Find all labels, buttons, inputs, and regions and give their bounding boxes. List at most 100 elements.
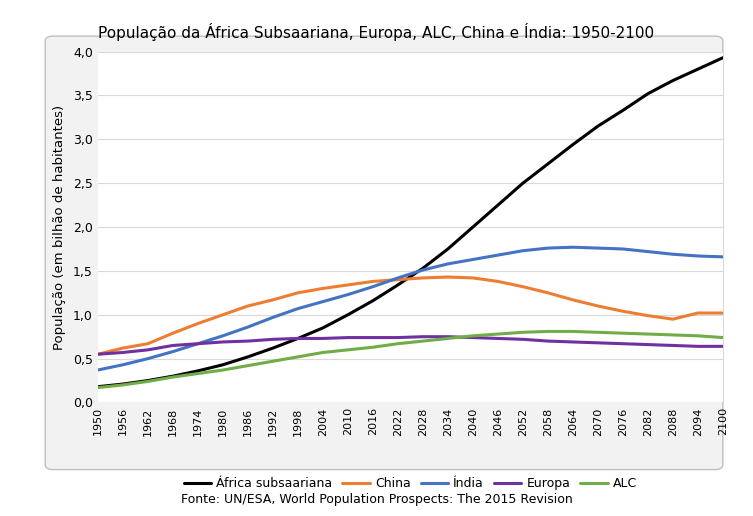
ALC bbox=[444, 335, 453, 342]
Índia bbox=[569, 244, 578, 250]
China bbox=[319, 285, 328, 292]
África subsaariana bbox=[694, 66, 703, 72]
China bbox=[718, 310, 727, 316]
Europa bbox=[444, 334, 453, 340]
Europa bbox=[618, 341, 627, 347]
ALC bbox=[694, 333, 703, 339]
África subsaariana bbox=[194, 368, 203, 374]
Europa bbox=[468, 334, 477, 341]
ALC bbox=[118, 382, 127, 388]
África subsaariana bbox=[718, 55, 727, 61]
África subsaariana bbox=[569, 141, 578, 148]
Europa bbox=[268, 336, 277, 343]
Europa bbox=[544, 338, 553, 344]
Europa bbox=[118, 349, 127, 356]
África subsaariana bbox=[493, 202, 502, 208]
China bbox=[643, 313, 652, 319]
China bbox=[169, 330, 178, 336]
África subsaariana bbox=[143, 378, 152, 384]
Índia bbox=[618, 246, 627, 252]
Índia bbox=[194, 341, 203, 347]
China bbox=[194, 320, 203, 327]
China bbox=[343, 282, 352, 288]
China bbox=[518, 284, 527, 290]
Europa bbox=[393, 334, 402, 341]
Índia bbox=[593, 245, 602, 251]
Europa bbox=[294, 335, 303, 342]
ALC bbox=[368, 344, 377, 350]
Europa bbox=[569, 339, 578, 345]
ALC bbox=[643, 331, 652, 337]
Índia bbox=[169, 348, 178, 354]
ALC bbox=[243, 363, 252, 369]
Índia bbox=[518, 248, 527, 254]
ALC bbox=[393, 341, 402, 347]
ALC bbox=[194, 370, 203, 377]
Text: Fonte: UN/ESA, World Population Prospects: The 2015 Revision: Fonte: UN/ESA, World Population Prospect… bbox=[181, 493, 572, 506]
China bbox=[294, 289, 303, 296]
ALC bbox=[669, 332, 678, 338]
China bbox=[593, 303, 602, 309]
África subsaariana bbox=[343, 312, 352, 318]
Legend: África subsaariana, China, Índia, Europa, ALC: África subsaariana, China, Índia, Europa… bbox=[178, 472, 642, 495]
África subsaariana bbox=[444, 246, 453, 252]
Índia bbox=[118, 362, 127, 368]
ALC bbox=[218, 367, 227, 373]
Índia bbox=[368, 284, 377, 290]
China bbox=[669, 316, 678, 322]
África subsaariana bbox=[218, 362, 227, 368]
África subsaariana bbox=[518, 180, 527, 186]
Text: População da África Subsaariana, Europa, ALC, China e Índia: 1950-2100: População da África Subsaariana, Europa,… bbox=[99, 23, 654, 41]
África subsaariana bbox=[368, 298, 377, 304]
Índia bbox=[718, 254, 727, 260]
Índia bbox=[343, 292, 352, 298]
China bbox=[618, 308, 627, 314]
África subsaariana bbox=[669, 77, 678, 84]
China bbox=[118, 345, 127, 351]
África subsaariana bbox=[243, 354, 252, 360]
China bbox=[368, 278, 377, 284]
Line: Índia: Índia bbox=[98, 247, 723, 370]
Y-axis label: População (em bilhão de habitantes): População (em bilhão de habitantes) bbox=[53, 104, 66, 350]
Índia bbox=[669, 251, 678, 257]
África subsaariana bbox=[393, 282, 402, 288]
Índia bbox=[294, 305, 303, 312]
Europa bbox=[368, 334, 377, 341]
ALC bbox=[319, 349, 328, 356]
ALC bbox=[419, 338, 428, 344]
África subsaariana bbox=[294, 335, 303, 342]
África subsaariana bbox=[118, 381, 127, 387]
Índia bbox=[419, 267, 428, 273]
China bbox=[143, 341, 152, 347]
África subsaariana bbox=[618, 107, 627, 114]
ALC bbox=[618, 330, 627, 336]
África subsaariana bbox=[468, 224, 477, 230]
ALC bbox=[343, 347, 352, 353]
ALC bbox=[294, 354, 303, 360]
Índia bbox=[544, 245, 553, 251]
África subsaariana bbox=[268, 345, 277, 351]
Índia bbox=[268, 314, 277, 320]
Europa bbox=[194, 341, 203, 347]
Line: Europa: Europa bbox=[98, 337, 723, 354]
Índia bbox=[694, 253, 703, 259]
ALC bbox=[468, 333, 477, 339]
Europa bbox=[694, 343, 703, 349]
China bbox=[493, 278, 502, 284]
ALC bbox=[544, 328, 553, 334]
Europa bbox=[319, 335, 328, 342]
Europa bbox=[518, 336, 527, 343]
ALC bbox=[93, 384, 102, 391]
Índia bbox=[218, 333, 227, 339]
China bbox=[393, 277, 402, 283]
Europa bbox=[343, 334, 352, 341]
Europa bbox=[93, 351, 102, 357]
ALC bbox=[593, 329, 602, 335]
China bbox=[218, 312, 227, 318]
África subsaariana bbox=[319, 325, 328, 331]
Índia bbox=[493, 252, 502, 258]
África subsaariana bbox=[593, 123, 602, 129]
China bbox=[544, 289, 553, 296]
China bbox=[268, 297, 277, 303]
Europa bbox=[669, 343, 678, 349]
